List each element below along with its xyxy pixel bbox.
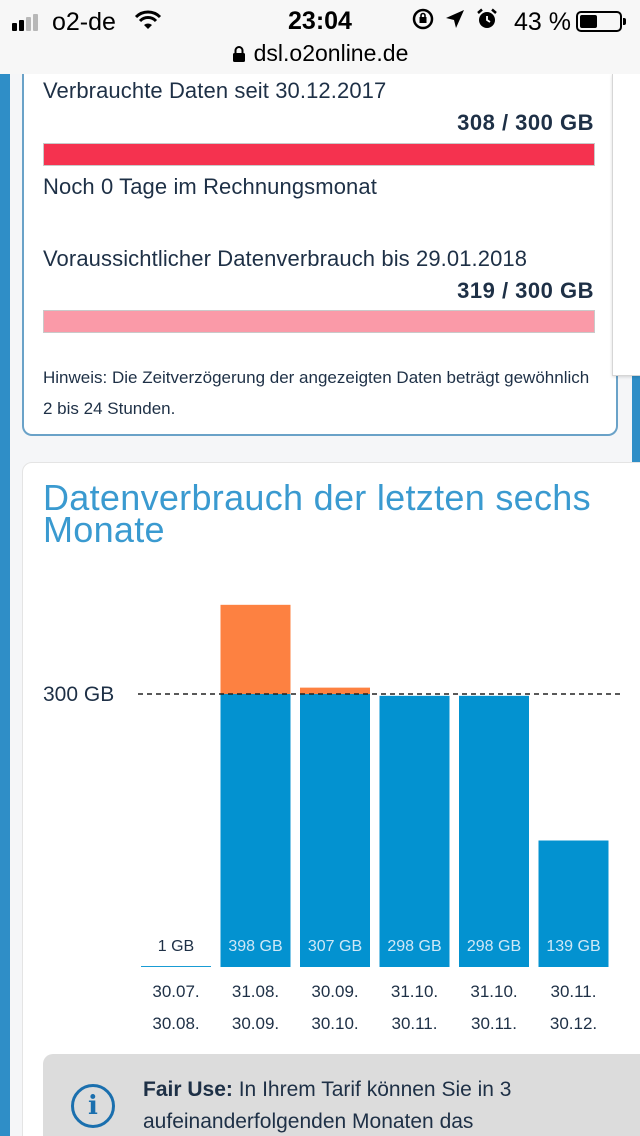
bar-value-label: 307 GB [308, 938, 362, 955]
bar-segment-2-1 [300, 687, 370, 694]
info-icon[interactable]: i [71, 1084, 115, 1128]
x-tick-label: 30.10. [311, 1014, 358, 1033]
bar-segment-2-0 [300, 694, 370, 967]
x-tick-label: 30.11. [471, 1014, 517, 1033]
chart-title: Datenverbrauch der letzten sechs Monate [43, 477, 591, 550]
x-tick-label: 30.12. [550, 1014, 597, 1033]
delay-hint: Hinweis: Die Zeitverzögerung der angezei… [43, 368, 590, 418]
fair-use-body: In Ihrem Tarif können Sie in 3 aufeinand… [143, 1078, 512, 1133]
bar-segment-1-1 [220, 604, 291, 694]
bar-segment-1-0 [220, 694, 291, 967]
x-tick-label: 31.10. [470, 982, 517, 1001]
x-tick-label: 30.11. [391, 1014, 437, 1033]
bar-value-label: 398 GB [228, 938, 282, 955]
forecast-label: Voraussichtlicher Datenverbrauch bis 29.… [43, 246, 528, 271]
usage-card [22, 74, 618, 436]
bar-segment-3-0 [379, 695, 450, 967]
used-data-bar [43, 143, 595, 166]
x-tick-label: 30.08. [152, 1014, 199, 1033]
carrier-name: o2-de [52, 8, 116, 36]
bar-segment-0-0 [141, 966, 211, 967]
rotation-lock-icon [412, 8, 434, 30]
location-icon [446, 10, 464, 28]
x-tick-label: 30.11. [550, 982, 596, 1001]
fair-use-text: Fair Use: In Ihrem Tarif können Sie in 3… [143, 1074, 613, 1136]
used-data-bar-fill [44, 144, 594, 165]
url-text[interactable]: dsl.o2online.de [253, 40, 409, 66]
used-data-label: Verbrauchte Daten seit 30.12.2017 [43, 78, 387, 103]
wifi-icon [134, 10, 162, 29]
remaining-days-text: Noch 0 Tage im Rechnungsmonat [43, 174, 377, 199]
clock: 23:04 [288, 7, 352, 35]
web-page: Verbrauchte Daten seit 30.12.2017 308 / … [0, 74, 640, 1136]
bar-value-label: 298 GB [387, 938, 441, 955]
forecast-bar-fill [44, 311, 594, 332]
signal-icon [12, 14, 38, 31]
bar-segment-4-0 [459, 695, 529, 967]
x-tick-label: 30.07. [152, 982, 199, 1001]
bar-value-label: 298 GB [467, 938, 521, 955]
x-tick-label: 30.09. [311, 982, 358, 1001]
forecast-bar [43, 310, 595, 333]
forecast-value: 319 / 300 GB [457, 278, 594, 303]
x-tick-label: 31.10. [391, 982, 438, 1001]
x-tick-label: 30.09. [232, 1014, 279, 1033]
used-data-value: 308 / 300 GB [457, 110, 594, 135]
x-tick-label: 31.08. [232, 982, 279, 1001]
lock-icon [232, 45, 245, 62]
alarm-icon [477, 8, 497, 28]
limit-label: 300 GB [43, 683, 114, 706]
bar-value-label: 139 GB [546, 938, 600, 955]
bar-segment-5-0 [538, 840, 609, 967]
bar-value-label: 1 GB [158, 938, 194, 955]
battery-percent: 43 % [514, 8, 571, 36]
fair-use-box: i Fair Use: In Ihrem Tarif können Sie in… [43, 1054, 640, 1136]
url-bar[interactable]: dsl.o2online.de [0, 40, 640, 74]
usage-history-chart: 1 GB 30.07. 30.08. 398 GB 31.08. 30.09. 307 GB… [43, 604, 620, 1033]
battery-icon [576, 11, 626, 32]
page-left-border [0, 74, 10, 1136]
status-bar: o2-de 23:04 43 % [0, 0, 640, 40]
side-panel-edge[interactable] [612, 74, 640, 376]
fair-use-title: Fair Use: [143, 1078, 233, 1101]
